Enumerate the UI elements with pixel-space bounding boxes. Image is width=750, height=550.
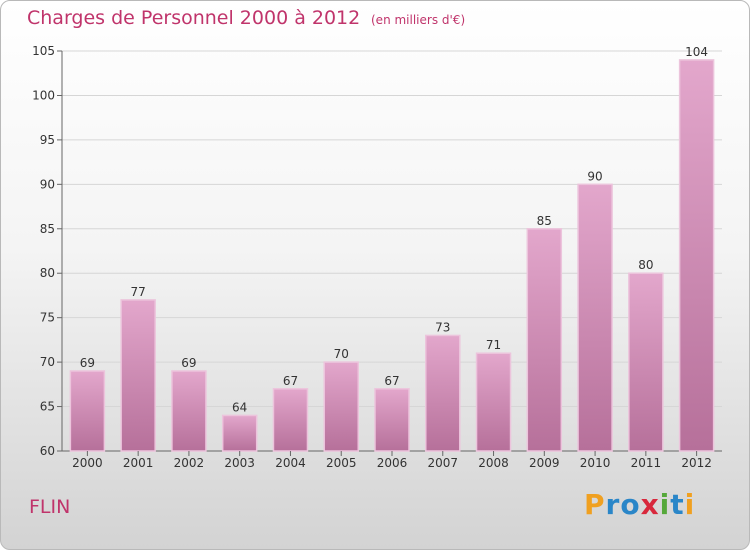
chart-subtitle: (en milliers d'€) — [371, 13, 466, 27]
data-label: 77 — [131, 285, 146, 299]
bar — [272, 388, 309, 452]
bar — [628, 272, 664, 452]
data-label: 67 — [384, 374, 399, 388]
data-label: 64 — [232, 400, 247, 414]
data-label: 71 — [486, 338, 501, 352]
bar — [374, 388, 410, 452]
data-label: 104 — [685, 45, 708, 59]
x-tick-label: 2004 — [275, 456, 306, 470]
data-label: 85 — [537, 214, 552, 228]
x-tick-label: 2005 — [326, 456, 357, 470]
x-tick-label: 2007 — [427, 456, 458, 470]
data-label: 69 — [80, 356, 95, 370]
bar — [69, 370, 106, 452]
chart-title: Charges de Personnel 2000 à 2012 — [27, 7, 361, 29]
x-tick-label: 2009 — [529, 456, 560, 470]
x-tick-label: 2003 — [224, 456, 255, 470]
x-tick-label: 2006 — [377, 456, 408, 470]
bar — [678, 59, 715, 452]
y-tick-label: 70 — [40, 355, 55, 369]
x-tick-label: 2012 — [681, 456, 712, 470]
y-tick-label: 95 — [40, 133, 55, 147]
data-label: 69 — [181, 356, 196, 370]
commune-name: FLIN — [29, 496, 71, 518]
bar — [577, 183, 613, 452]
x-tick-label: 2002 — [174, 456, 205, 470]
bar — [323, 361, 359, 452]
bar — [171, 370, 207, 452]
y-tick-label: 85 — [40, 222, 55, 236]
y-tick-label: 80 — [40, 266, 55, 280]
data-label: 80 — [638, 258, 653, 272]
y-tick-label: 105 — [32, 44, 55, 58]
x-tick-label: 2001 — [123, 456, 154, 470]
y-tick-label: 100 — [32, 88, 55, 102]
data-label: 70 — [334, 347, 349, 361]
data-label: 73 — [435, 320, 450, 334]
bar — [425, 334, 461, 452]
y-tick-label: 90 — [40, 177, 55, 191]
x-tick-label: 2000 — [72, 456, 103, 470]
x-tick-label: 2010 — [580, 456, 611, 470]
bar — [221, 414, 258, 452]
y-tick-label: 65 — [40, 400, 55, 414]
y-tick-label: 60 — [40, 444, 55, 458]
bar — [475, 352, 512, 452]
proxiti-logo: Proxiti — [584, 488, 696, 521]
data-label: 67 — [283, 374, 298, 388]
y-tick-label: 75 — [40, 311, 55, 325]
x-tick-label: 2011 — [631, 456, 662, 470]
x-tick-label: 2008 — [478, 456, 509, 470]
bar — [526, 228, 563, 452]
data-label: 90 — [587, 169, 602, 183]
bar — [120, 299, 156, 452]
